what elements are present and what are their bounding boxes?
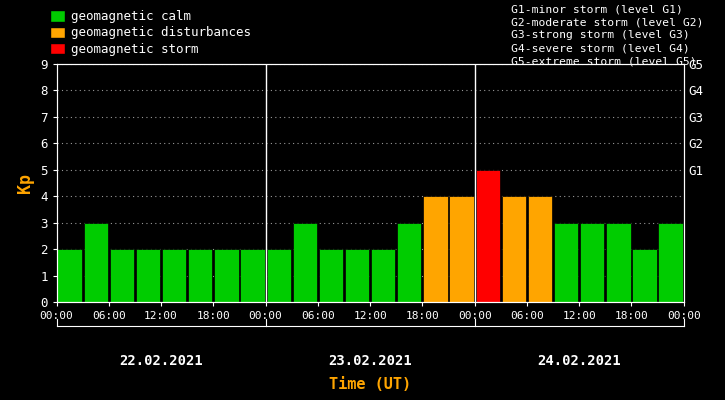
Text: 23.02.2021: 23.02.2021 (328, 354, 412, 368)
Bar (188, 249, 212, 302)
Bar (606, 223, 631, 302)
Bar (580, 223, 605, 302)
Bar (476, 170, 500, 302)
Bar (162, 249, 186, 302)
Bar (83, 223, 108, 302)
Text: G1-minor storm (level G1)
G2-moderate storm (level G2)
G3-strong storm (level G3: G1-minor storm (level G1) G2-moderate st… (510, 4, 703, 67)
Text: 24.02.2021: 24.02.2021 (537, 354, 621, 368)
Bar (136, 249, 160, 302)
Bar (502, 196, 526, 302)
Bar (241, 249, 265, 302)
Bar (528, 196, 552, 302)
Bar (215, 249, 239, 302)
Bar (267, 249, 291, 302)
Bar (397, 223, 421, 302)
Bar (345, 249, 369, 302)
Bar (423, 196, 447, 302)
Bar (658, 223, 683, 302)
Bar (57, 249, 82, 302)
Bar (109, 249, 134, 302)
Bar (293, 223, 317, 302)
Bar (554, 223, 579, 302)
Bar (319, 249, 343, 302)
Legend: geomagnetic calm, geomagnetic disturbances, geomagnetic storm: geomagnetic calm, geomagnetic disturbanc… (50, 10, 251, 56)
Text: Time (UT): Time (UT) (329, 377, 411, 392)
Bar (371, 249, 395, 302)
Bar (450, 196, 473, 302)
Text: 22.02.2021: 22.02.2021 (119, 354, 203, 368)
Y-axis label: Kp: Kp (17, 173, 35, 193)
Bar (632, 249, 657, 302)
